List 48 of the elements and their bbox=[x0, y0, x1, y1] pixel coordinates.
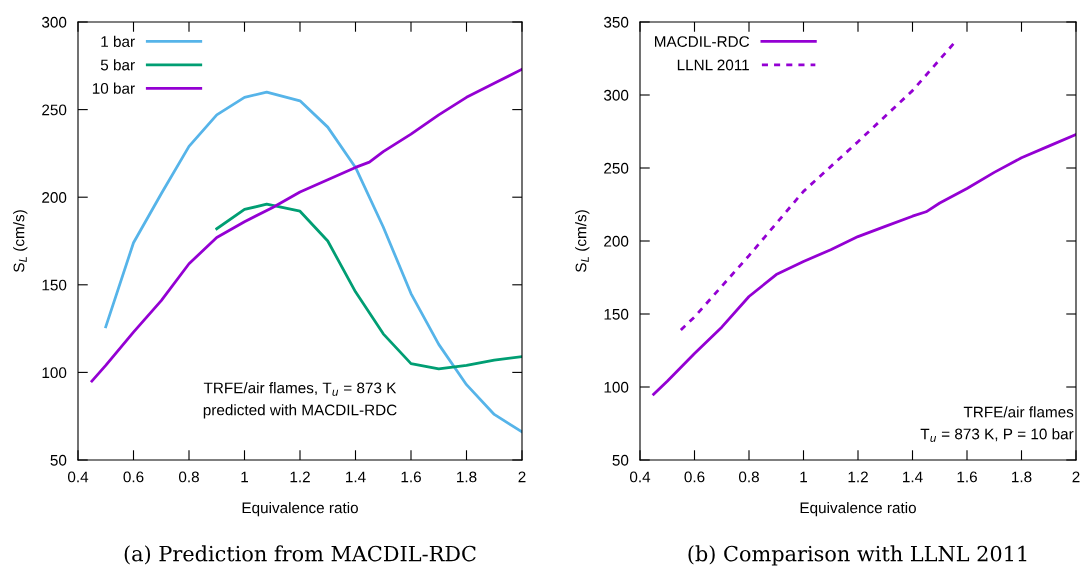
legend-label: LLNL 2011 bbox=[677, 59, 749, 71]
annotation: T$_{u}$ = 873 K, P = 10 bar bbox=[920, 428, 1074, 442]
annotation: TRFE/air flames bbox=[963, 406, 1074, 418]
y-tick-label: 100 bbox=[604, 381, 629, 393]
x-tick-label: 0.8 bbox=[178, 471, 199, 483]
x-tick-label: 2 bbox=[518, 471, 526, 483]
x-axis-title: Equivalence ratio bbox=[800, 502, 916, 517]
y-tick-label: 150 bbox=[42, 279, 67, 291]
x-tick-label: 1.4 bbox=[346, 471, 366, 483]
legend-label: 1 bar bbox=[101, 35, 135, 47]
x-tick-label: 1.6 bbox=[401, 471, 421, 483]
x-tick-label: 0.4 bbox=[629, 471, 651, 483]
legend-label: 10 bar bbox=[92, 82, 135, 94]
x-tick-label: 0.6 bbox=[684, 471, 705, 483]
y-tick-label: 50 bbox=[50, 454, 67, 466]
x-tick-label: 1 bbox=[241, 471, 248, 483]
y-tick-label: 250 bbox=[604, 162, 629, 174]
x-tick-label: 2 bbox=[1072, 471, 1080, 483]
x-tick-label: 0.8 bbox=[738, 471, 759, 483]
text: (a) Prediction from MACDIL-RDC bbox=[124, 545, 476, 565]
x-tick-label: 1.2 bbox=[290, 471, 310, 483]
y-tick-label: 300 bbox=[603, 89, 629, 101]
line-series bbox=[652, 133, 1076, 396]
y-tick-label: 50 bbox=[612, 454, 629, 466]
x-tick-label: 1.8 bbox=[1012, 471, 1032, 483]
x-tick-label: 1.2 bbox=[848, 471, 868, 483]
x-tick-label: 0.6 bbox=[123, 471, 144, 483]
line-series bbox=[215, 202, 522, 371]
x-axis-title: Equivalence ratio bbox=[242, 502, 358, 517]
y-tick-label: 100 bbox=[42, 367, 67, 379]
annotation: predicted with MACDIL-RDC bbox=[203, 404, 397, 419]
x-tick-label: 1 bbox=[800, 471, 807, 483]
x-tick-label: 1.8 bbox=[457, 471, 477, 483]
y-tick-label: 250 bbox=[42, 104, 67, 116]
y-tick-label: 150 bbox=[604, 308, 629, 320]
y-tick-label: 200 bbox=[604, 235, 629, 247]
x-tick-label: 0.4 bbox=[67, 471, 89, 483]
legend-label: MACDIL-RDC bbox=[655, 36, 750, 47]
y-tick-label: 300 bbox=[41, 16, 67, 28]
y-axis-title: S$_{L}$ (cm/s) bbox=[13, 210, 28, 273]
legend-label: 5 bar bbox=[100, 59, 135, 71]
y-axis-title: S$_{L}$ (cm/s) bbox=[575, 210, 590, 273]
text: (b) Comparison with LLNL 2011 bbox=[688, 545, 1027, 566]
x-tick-label: 1.4 bbox=[903, 471, 923, 483]
y-tick-label: 200 bbox=[42, 192, 67, 203]
annotation: TRFE/air flames, T$_{u}$ = 873 K bbox=[203, 382, 397, 396]
x-tick-label: 1.6 bbox=[957, 471, 977, 483]
y-tick-label: 350 bbox=[603, 16, 629, 28]
